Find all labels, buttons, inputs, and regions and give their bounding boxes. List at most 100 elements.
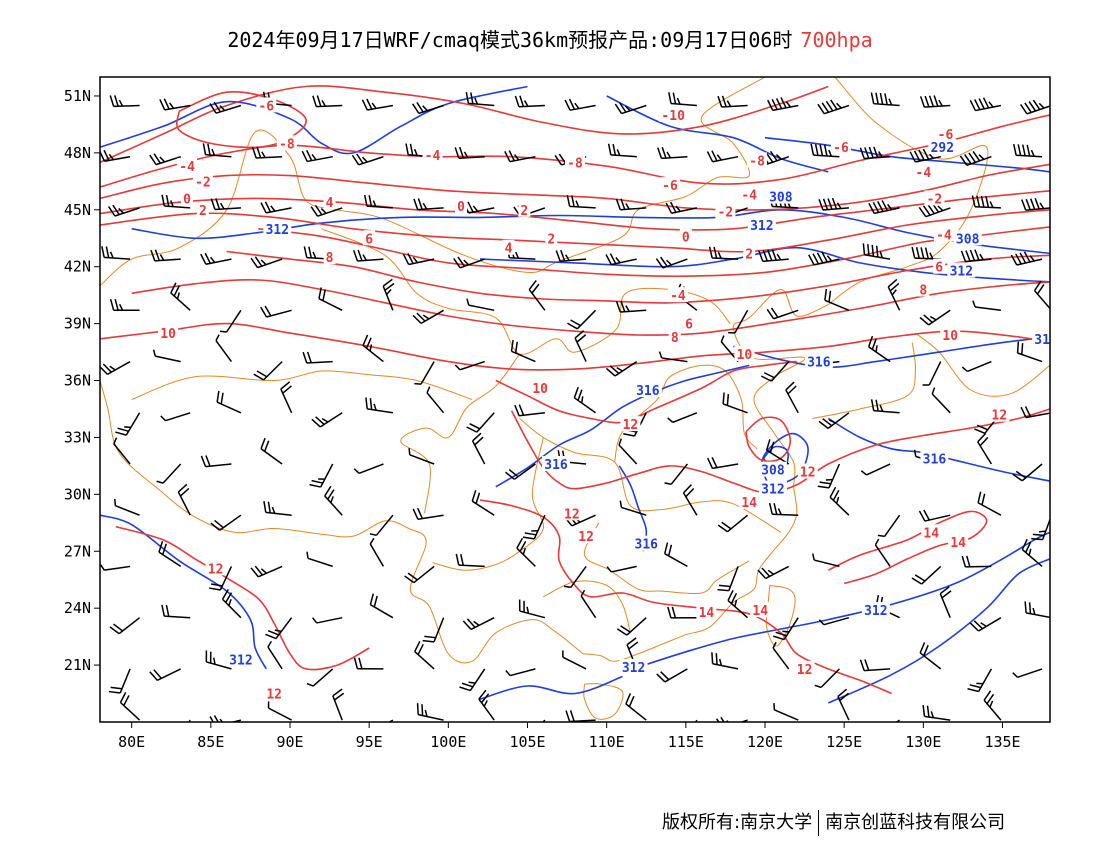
- lat-tick-label: 39N: [64, 315, 91, 333]
- wind-barb: [311, 616, 343, 624]
- wind-barb: [868, 200, 900, 215]
- wind-barb: [1033, 719, 1050, 722]
- temperature-label-bg: [518, 201, 531, 217]
- height-label: 316: [807, 356, 831, 371]
- wind-barb: [1021, 538, 1043, 567]
- wind-barb: [625, 693, 647, 721]
- wind-barb: [113, 437, 131, 465]
- wind-barb: [100, 564, 131, 571]
- temperature-label: 12: [797, 663, 813, 678]
- lat-tick-label: 51N: [64, 87, 91, 105]
- wind-barb: [1012, 463, 1043, 482]
- wind-barb: [977, 491, 1002, 516]
- wind-barbs: [100, 91, 1050, 722]
- temperature-label-bg: [363, 230, 376, 246]
- wind-barb: [931, 387, 951, 414]
- wind-barb: [772, 641, 790, 670]
- temperature-label: 2: [745, 247, 753, 262]
- temperature-label-bg: [917, 281, 930, 297]
- isotherm-line: [100, 209, 1050, 253]
- wind-barb: [860, 463, 891, 476]
- height-contour-line: [827, 558, 1050, 704]
- wind-barb: [829, 486, 850, 516]
- isotherm-line: [258, 226, 1050, 278]
- wind-barb: [455, 553, 485, 568]
- credit-separator: [818, 810, 820, 836]
- temperature-label-bg: [924, 190, 945, 206]
- height-label-bg: [632, 535, 661, 551]
- height-label-bg: [953, 230, 982, 246]
- wind-barb: [919, 95, 951, 108]
- wind-barb: [909, 148, 941, 163]
- temperature-label-bg: [276, 135, 297, 151]
- height-contour-line: [495, 364, 750, 488]
- wind-barb: [580, 589, 597, 619]
- temperature-label-bg: [422, 146, 443, 162]
- wind-barb: [365, 397, 394, 414]
- isotherm-line: [100, 190, 1050, 231]
- lon-tick-label: 110E: [589, 733, 625, 751]
- wind-barb: [426, 386, 445, 414]
- temperature-label: 10: [160, 327, 176, 342]
- wind-barb: [422, 617, 445, 643]
- wind-barb: [859, 146, 891, 160]
- height-label: 31: [1034, 333, 1050, 348]
- wind-barb: [1033, 280, 1050, 311]
- wind-barb: [351, 153, 384, 166]
- wind-barb: [518, 599, 546, 619]
- wind-barb: [152, 349, 181, 363]
- wind-barb: [353, 657, 384, 670]
- wind-barb: [706, 456, 739, 470]
- wind-barb: [1019, 99, 1050, 115]
- wind-barb: [100, 149, 131, 162]
- wind-barb: [149, 668, 182, 682]
- wind-barb: [170, 282, 191, 311]
- lat-tick-label: 21N: [64, 656, 91, 674]
- wind-barb: [922, 704, 951, 721]
- temperature-label: 0: [457, 200, 465, 215]
- temperature-label: -2: [195, 175, 211, 190]
- height-label-bg: [542, 456, 570, 471]
- wind-barb: [459, 668, 486, 692]
- border-line: [614, 364, 758, 463]
- wind-barb: [267, 640, 283, 670]
- wind-barb: [522, 514, 546, 540]
- height-label-bg: [1032, 330, 1050, 346]
- wind-barb: [618, 438, 638, 465]
- lat-tick-label: 36N: [64, 372, 91, 390]
- wind-barb: [1016, 341, 1043, 363]
- wind-barb: [209, 715, 242, 722]
- lon-tick-label: 80E: [118, 733, 145, 751]
- lon-tick-label: 95E: [356, 733, 383, 751]
- wind-barb: [161, 194, 191, 209]
- border-line: [100, 380, 584, 664]
- wind-barb: [969, 617, 1002, 632]
- temperature-label-bg: [620, 416, 641, 432]
- lon-tick-label: 120E: [747, 733, 783, 751]
- temperature-label: 2: [547, 232, 555, 247]
- wind-barb: [115, 412, 141, 436]
- wind-barb: [311, 412, 343, 428]
- height-label-bg: [633, 382, 662, 398]
- wind-barb: [306, 668, 334, 687]
- wind-barb: [658, 351, 688, 363]
- wind-barb: [766, 307, 799, 320]
- height-label-bg: [920, 450, 949, 466]
- temperature-label-bg: [743, 245, 756, 261]
- temperature-label-bg: [679, 228, 692, 244]
- wind-barb: [402, 253, 435, 266]
- temperature-contours: [100, 85, 1050, 695]
- wind-barb: [516, 537, 536, 567]
- wind-barb: [150, 249, 181, 262]
- wind-barb: [462, 201, 495, 214]
- temperature-label-bg: [933, 258, 946, 274]
- wind-barb: [972, 300, 1001, 312]
- wind-barb: [983, 690, 1002, 721]
- temperature-label-bg: [196, 201, 209, 217]
- temperature-label: -4: [670, 289, 686, 304]
- temperature-label-bg: [739, 186, 760, 202]
- height-label: 308: [761, 464, 785, 479]
- wind-barb: [156, 463, 182, 484]
- temperature-label: 6: [365, 232, 373, 247]
- temperature-label: -4: [425, 149, 441, 164]
